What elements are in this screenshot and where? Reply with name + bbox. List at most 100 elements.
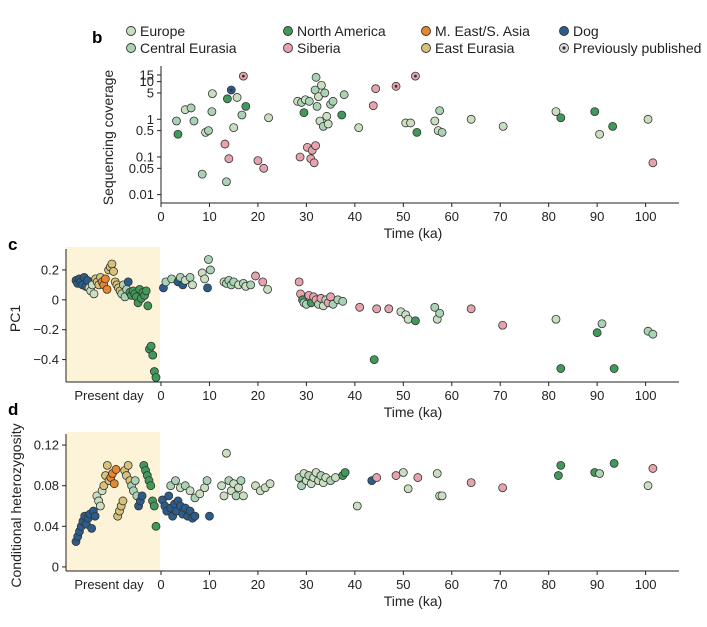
x-axis-title: Time (ka) bbox=[384, 593, 443, 609]
legend: Europe North America M. East/S. Asia Dog Cen… bbox=[126, 23, 701, 56]
data-point bbox=[203, 283, 212, 293]
data-point bbox=[595, 469, 604, 478]
data-point bbox=[595, 129, 604, 139]
present-day-point bbox=[109, 267, 118, 276]
legend-marker-dog bbox=[559, 26, 569, 36]
present-day-shade bbox=[66, 432, 160, 571]
x-axis-title: Time (ka) bbox=[384, 225, 443, 241]
x-tick-label: 30 bbox=[299, 209, 313, 224]
y-axis-title: Sequencing coverage bbox=[100, 70, 116, 206]
data-point bbox=[207, 89, 217, 99]
x-tick-label: 10 bbox=[202, 577, 216, 592]
y-tick-label: −0.4 bbox=[33, 352, 59, 367]
data-point bbox=[311, 72, 321, 82]
data-point bbox=[466, 478, 476, 488]
data-point bbox=[222, 177, 231, 187]
y-tick-label: 0.1 bbox=[136, 149, 154, 164]
x-tick-label: 0 bbox=[157, 577, 164, 592]
data-point bbox=[317, 80, 326, 90]
y-tick-label: 0.12 bbox=[34, 438, 59, 453]
data-point bbox=[337, 110, 347, 120]
data-point bbox=[435, 106, 445, 116]
x-tick-label: 20 bbox=[251, 209, 265, 224]
data-point bbox=[643, 481, 653, 491]
x-tick-label: 10 bbox=[202, 209, 216, 224]
previously-published-marker bbox=[229, 88, 233, 92]
data-point bbox=[309, 158, 319, 168]
present-day-point bbox=[148, 350, 158, 360]
data-point bbox=[185, 486, 195, 496]
data-point bbox=[371, 84, 381, 94]
data-point bbox=[597, 319, 607, 329]
data-point bbox=[369, 355, 379, 364]
panel-letter-c: c bbox=[8, 235, 17, 254]
data-point bbox=[231, 491, 241, 501]
data-point bbox=[551, 314, 561, 324]
data-point bbox=[551, 107, 561, 117]
data-point bbox=[246, 280, 256, 290]
data-point bbox=[189, 116, 199, 126]
y-tick-label: 1 bbox=[147, 112, 154, 127]
data-point bbox=[295, 152, 305, 162]
y-tick-label: 0.2 bbox=[41, 262, 59, 277]
data-point bbox=[326, 292, 336, 302]
x-tick-label: 0 bbox=[157, 388, 164, 403]
x-tick-label: 40 bbox=[348, 209, 362, 224]
data-point bbox=[339, 90, 349, 100]
present-day-point bbox=[118, 496, 128, 506]
legend-label: Europe bbox=[140, 23, 185, 39]
x-tick-label: 60 bbox=[445, 388, 459, 403]
present-day-point bbox=[87, 523, 97, 533]
data-point bbox=[258, 277, 268, 287]
y-tick-label: 0 bbox=[52, 559, 59, 574]
x-tick-label: 100 bbox=[635, 577, 657, 592]
data-point bbox=[437, 491, 447, 501]
x-tick-label: 70 bbox=[493, 577, 507, 592]
data-point bbox=[237, 110, 247, 120]
x-tick-label: 70 bbox=[493, 388, 507, 403]
data-point bbox=[328, 96, 338, 106]
panel-letter-d: d bbox=[8, 400, 18, 419]
x-tick-label: 90 bbox=[590, 577, 604, 592]
x-tick-label: 50 bbox=[396, 577, 410, 592]
data-point bbox=[263, 284, 273, 294]
x-tick-label: 60 bbox=[445, 209, 459, 224]
data-point bbox=[220, 139, 230, 149]
data-point bbox=[195, 489, 205, 499]
present-day-point bbox=[130, 476, 140, 486]
data-point bbox=[241, 101, 251, 111]
x-tick-label: 20 bbox=[251, 577, 265, 592]
data-point bbox=[590, 107, 600, 117]
x-tick-label: 80 bbox=[541, 388, 555, 403]
data-point bbox=[222, 448, 231, 458]
x-tick-label: 90 bbox=[590, 209, 604, 224]
present-day-point bbox=[107, 259, 117, 269]
data-point bbox=[217, 481, 226, 491]
legend-label: East Eurasia bbox=[435, 40, 515, 56]
data-point bbox=[352, 501, 362, 511]
y-tick-label: 0.5 bbox=[136, 123, 154, 138]
present-day-point bbox=[141, 286, 151, 296]
x-tick-label: 40 bbox=[348, 388, 362, 403]
data-point bbox=[398, 468, 408, 477]
data-point bbox=[609, 458, 619, 468]
present-day-point bbox=[146, 481, 156, 491]
legend-item: North America bbox=[283, 23, 386, 39]
present-day-point bbox=[123, 277, 133, 287]
data-point bbox=[232, 93, 242, 102]
x-tick-label: 90 bbox=[590, 388, 604, 403]
data-point bbox=[171, 476, 180, 486]
y-tick-label: 0.05 bbox=[129, 161, 154, 176]
y-tick-label: 0 bbox=[52, 292, 59, 307]
y-axis-title: Conditional heterozygosity bbox=[8, 423, 24, 587]
present-day-point bbox=[149, 501, 159, 511]
data-point bbox=[430, 116, 440, 126]
data-point bbox=[253, 156, 263, 166]
data-point bbox=[556, 113, 566, 123]
x-axis-title: Time (ka) bbox=[384, 404, 443, 420]
legend-item: Previously published bbox=[559, 40, 701, 56]
data-point bbox=[403, 484, 413, 494]
y-tick-label: 10 bbox=[140, 74, 154, 89]
data-point bbox=[172, 116, 181, 126]
present-day-point bbox=[109, 479, 119, 489]
